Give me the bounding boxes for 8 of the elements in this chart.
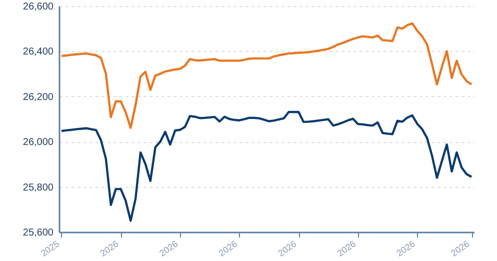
y-tick-label: 25,800	[22, 182, 54, 194]
y-tick-label: 26,600	[22, 2, 54, 12]
y-tick-label: 25,600	[22, 228, 54, 238]
line-series	[60, 110, 473, 222]
y-tick-label: 26,200	[22, 92, 54, 103]
line-series	[60, 22, 473, 129]
y-tick-label: 26,000	[22, 137, 54, 148]
y-tick-label: 26,400	[22, 46, 54, 58]
